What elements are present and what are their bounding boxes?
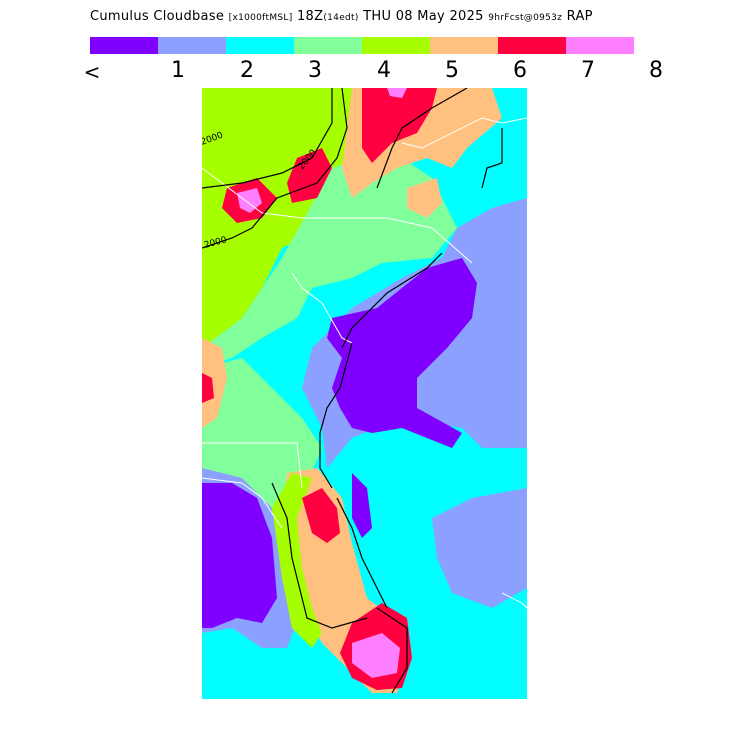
legend-tick-6: 6 bbox=[513, 58, 527, 83]
zone-purple-keys bbox=[352, 473, 372, 538]
legend-swatch-0 bbox=[90, 37, 158, 54]
legend-tick-0: < bbox=[83, 60, 101, 84]
cloudbase-map: 2000 2000 2000 bbox=[202, 88, 527, 699]
legend-swatch-5 bbox=[430, 37, 498, 54]
title-valid: 18Z bbox=[296, 9, 324, 24]
state-borders bbox=[202, 117, 527, 609]
contour-lines bbox=[202, 88, 503, 694]
color-legend bbox=[90, 37, 634, 54]
map-title: Cumulus Cloudbase [x1000ftMSL] 18Z(14edt… bbox=[90, 9, 593, 24]
zone-lightgreen-mid bbox=[202, 358, 322, 508]
legend-tick-8: 8 bbox=[649, 58, 663, 83]
legend-tick-5: 5 bbox=[445, 58, 459, 83]
zone-red-west bbox=[202, 373, 214, 403]
zone-red-ridge bbox=[287, 148, 332, 203]
legend-swatch-2 bbox=[226, 37, 294, 54]
zone-pink-ridge bbox=[237, 188, 262, 213]
legend-tick-2: 2 bbox=[240, 58, 254, 83]
title-forecast: 9hrFcst@0953z bbox=[488, 13, 563, 23]
zone-purple-atlantic bbox=[327, 258, 477, 448]
zone-red-florida bbox=[302, 488, 340, 543]
legend-tick-3: 3 bbox=[308, 58, 322, 83]
title-date: THU 08 May 2025 bbox=[363, 9, 484, 24]
zone-purple-gulf bbox=[202, 483, 277, 628]
zone-red-north bbox=[362, 88, 437, 163]
zone-lightgreen-north bbox=[202, 148, 457, 368]
zone-green-florida bbox=[272, 473, 322, 648]
legend-tick-1: 1 bbox=[171, 58, 185, 83]
legend-swatch-1 bbox=[158, 37, 226, 54]
zone-periwinkle-south bbox=[432, 488, 527, 608]
zone-pink-florida bbox=[352, 633, 400, 678]
title-local: (14edt) bbox=[323, 13, 359, 23]
zone-orange-west bbox=[202, 338, 227, 428]
legend-tick-7: 7 bbox=[581, 58, 595, 83]
zone-yellowgreen-north bbox=[202, 88, 377, 348]
legend-swatch-6 bbox=[498, 37, 566, 54]
legend-swatch-3 bbox=[294, 37, 362, 54]
title-parameter: Cumulus Cloudbase bbox=[90, 9, 225, 24]
zone-orange-ne bbox=[407, 178, 442, 218]
legend-swatch-7 bbox=[566, 37, 634, 54]
legend-tick-4: 4 bbox=[377, 58, 391, 83]
legend-swatch-4 bbox=[362, 37, 430, 54]
title-model: RAP bbox=[566, 9, 593, 24]
zone-pink-north bbox=[387, 88, 407, 98]
title-units: [x1000ftMSL] bbox=[228, 13, 293, 23]
